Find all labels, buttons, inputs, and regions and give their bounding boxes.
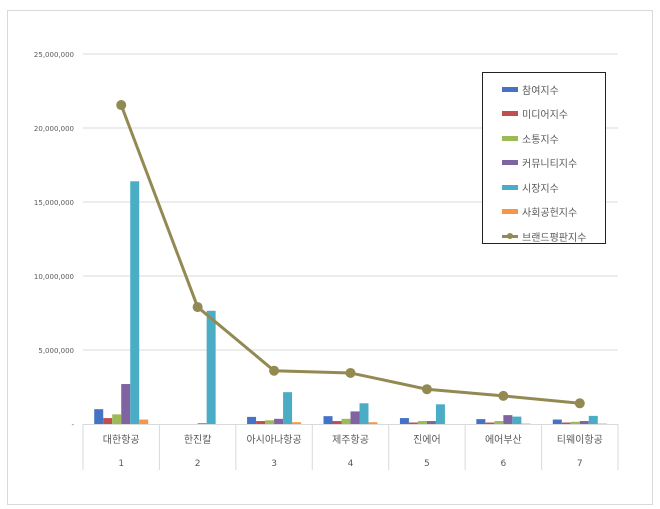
bar: [503, 415, 513, 424]
bar: [588, 415, 598, 424]
bar: [368, 422, 378, 424]
bar: [399, 418, 409, 424]
bar: [197, 423, 207, 424]
bar: [512, 416, 522, 424]
line-marker: [269, 365, 280, 376]
bar: [341, 418, 351, 424]
legend-item: 소통지수: [483, 130, 559, 146]
bar: [130, 181, 140, 424]
legend-label: 커뮤니티지수: [522, 159, 578, 170]
legend-label: 사회공헌지수: [522, 208, 578, 219]
bar: [265, 420, 275, 424]
bar: [274, 418, 284, 424]
bar: [417, 421, 427, 424]
bar: [476, 419, 486, 424]
legend-label: 브랜드평판지수: [522, 232, 587, 244]
bar: [103, 418, 113, 424]
x-category-label: 진에어: [413, 434, 441, 446]
x-rank-label: 5: [424, 459, 430, 469]
bar: [121, 384, 131, 424]
legend-item: 미디어지수: [483, 106, 568, 122]
x-rank-label: 3: [271, 459, 277, 469]
legend-swatch-icon: [502, 184, 518, 190]
legend-label: 시장지수: [522, 183, 559, 195]
y-tick-label: 5,000,000: [38, 347, 74, 355]
legend-swatch-icon: [502, 209, 518, 214]
bar: [283, 392, 293, 424]
y-tick-label: -: [71, 421, 74, 429]
x-rank-label: 2: [195, 459, 201, 469]
x-rank-label: 1: [118, 459, 124, 469]
x-category-label: 아시아나항공: [246, 434, 301, 446]
bar: [94, 409, 104, 424]
x-category-label: 대한항공: [103, 434, 140, 446]
bar: [579, 421, 589, 424]
legend-item: 커뮤니티지수: [483, 155, 577, 171]
bar: [256, 421, 266, 424]
legend-swatch-icon: [502, 160, 518, 165]
bar: [561, 422, 571, 424]
bar: [435, 404, 445, 424]
line-marker: [116, 100, 127, 111]
x-category-label: 제주항공: [332, 434, 369, 446]
line-marker: [345, 367, 356, 378]
line-marker: [574, 398, 585, 409]
line-marker: [498, 390, 509, 401]
line-marker: [192, 302, 203, 313]
x-category-label: 티웨이항공: [557, 434, 603, 446]
x-category-label: 한진칼: [184, 433, 212, 446]
bar: [570, 421, 580, 424]
bar: [292, 422, 302, 424]
legend-label: 소통지수: [522, 134, 559, 146]
bar: [494, 421, 504, 424]
bar: [332, 421, 342, 424]
x-category-label: 에어부산: [485, 434, 522, 446]
legend-swatch-icon: [502, 135, 518, 141]
bar: [359, 403, 369, 424]
line-marker: [421, 384, 432, 395]
legend-item: 참여지수: [483, 81, 559, 97]
y-tick-label: 20,000,000: [34, 125, 74, 133]
bar: [247, 416, 257, 424]
bar: [426, 421, 436, 424]
legend-label: 참여지수: [522, 85, 559, 97]
legend-swatch-icon: [502, 86, 518, 92]
x-rank-label: 4: [348, 459, 354, 469]
y-tick-label: 10,000,000: [34, 273, 74, 281]
bar: [552, 419, 562, 424]
bar: [350, 411, 360, 424]
x-rank-label: 7: [577, 459, 583, 469]
legend-swatch-icon: [502, 232, 518, 239]
legend-item: 사회공헌지수: [483, 204, 577, 220]
x-rank-label: 6: [500, 459, 506, 469]
y-tick-label: 25,000,000: [34, 51, 74, 59]
bar: [323, 416, 333, 424]
bar: [139, 419, 149, 424]
legend-item: 시장지수: [483, 179, 559, 195]
bar: [206, 310, 216, 424]
bar: [485, 422, 495, 424]
legend-label: 미디어지수: [522, 110, 568, 121]
bar: [408, 422, 418, 424]
legend-swatch-icon: [502, 111, 518, 116]
y-tick-label: 15,000,000: [34, 199, 74, 207]
bar: [112, 414, 122, 424]
legend-item: 브랜드평판지수: [483, 228, 586, 244]
